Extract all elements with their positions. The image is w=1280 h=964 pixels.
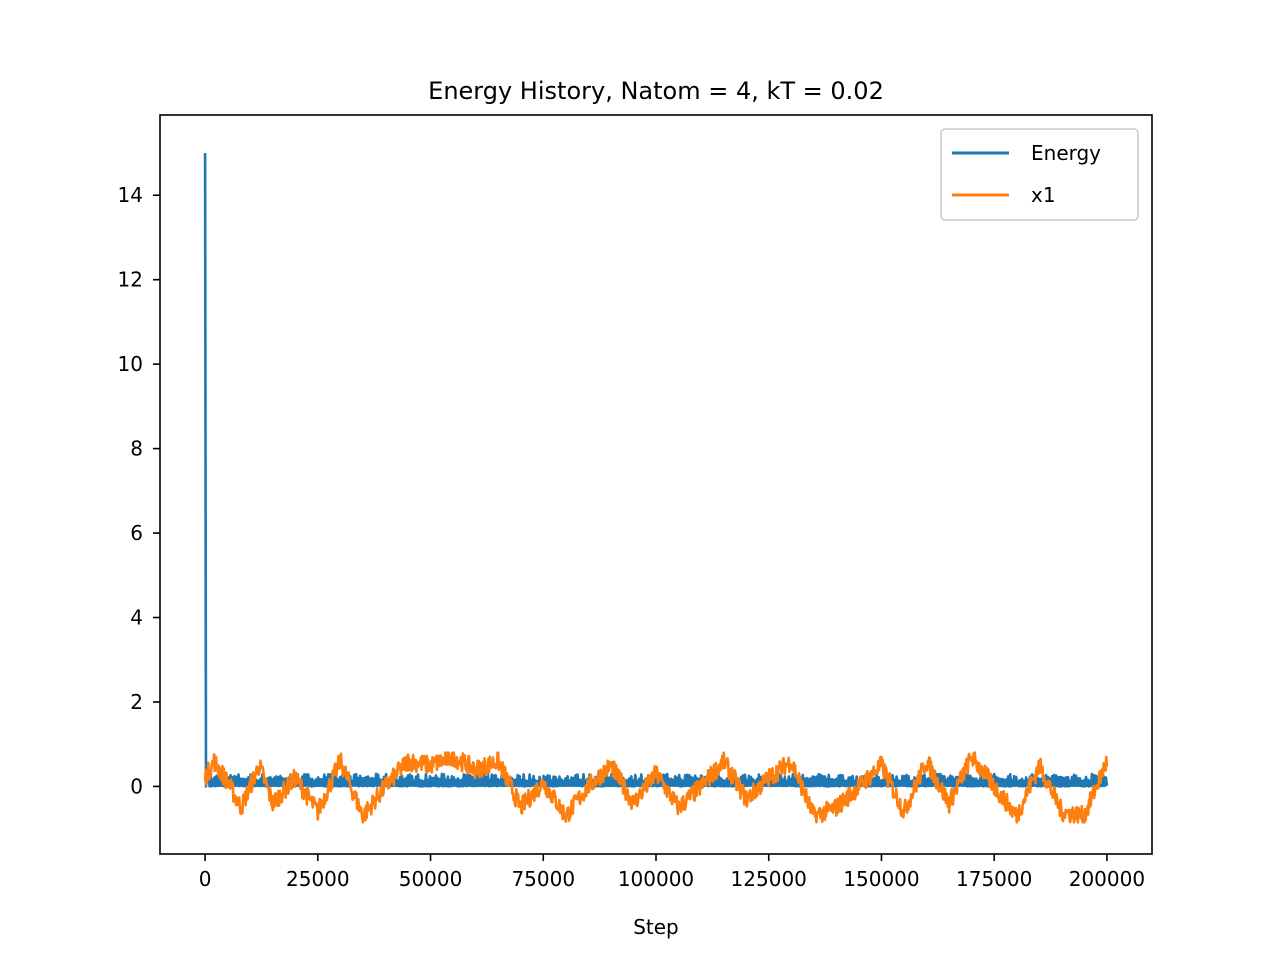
x-tick-label: 0 bbox=[199, 867, 212, 891]
x-tick-label: 200000 bbox=[1069, 867, 1145, 891]
y-tick-label: 0 bbox=[130, 774, 143, 798]
y-tick-label: 6 bbox=[130, 521, 143, 545]
x-tick-label: 100000 bbox=[618, 867, 694, 891]
legend-label-energy: Energy bbox=[1031, 141, 1101, 165]
x-tick-label: 150000 bbox=[843, 867, 919, 891]
y-tick-label: 4 bbox=[130, 606, 143, 630]
legend: Energy x1 bbox=[940, 128, 1139, 221]
y-tick-label: 2 bbox=[130, 690, 143, 714]
series-group bbox=[203, 153, 1109, 824]
x-tick-label: 75000 bbox=[511, 867, 575, 891]
y-tick-label: 8 bbox=[130, 437, 143, 461]
legend-label-x1: x1 bbox=[1031, 183, 1056, 207]
x-axis-label: Step bbox=[633, 915, 679, 939]
x-tick-label: 25000 bbox=[286, 867, 350, 891]
axes: 0 25000 50000 75000 100000 125000 150000 175000… bbox=[118, 114, 1153, 891]
y-tick-label: 12 bbox=[118, 268, 143, 292]
x1-line bbox=[203, 751, 1109, 824]
plot-area bbox=[203, 153, 1109, 824]
x-tick-label: 175000 bbox=[956, 867, 1032, 891]
chart-title: Energy History, Natom = 4, kT = 0.02 bbox=[428, 77, 884, 105]
y-tick-label: 14 bbox=[118, 183, 143, 207]
x-tick-label: 50000 bbox=[399, 867, 463, 891]
y-tick-label: 10 bbox=[118, 352, 143, 376]
x-tick-label: 125000 bbox=[731, 867, 807, 891]
